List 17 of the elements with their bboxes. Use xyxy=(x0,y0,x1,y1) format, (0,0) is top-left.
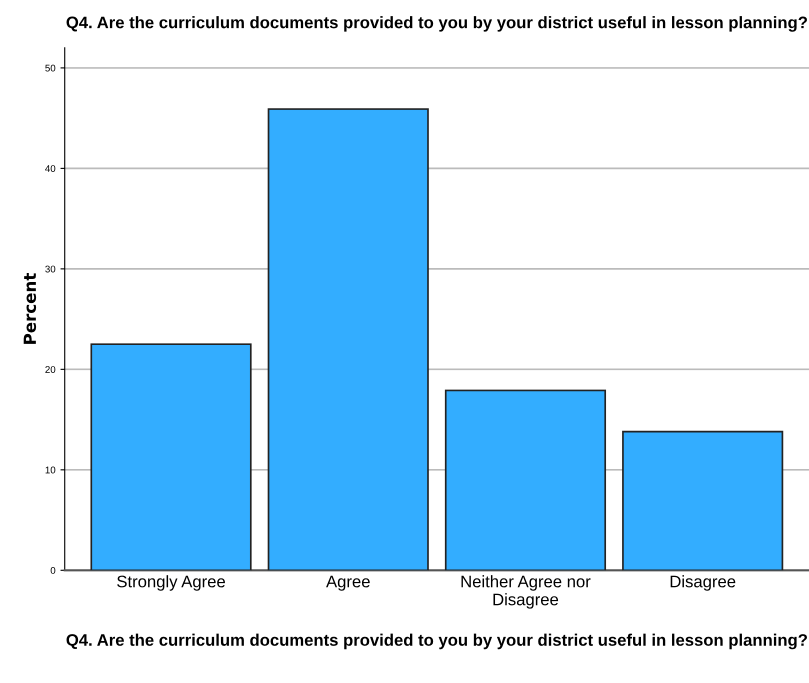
y-tick-label: 40 xyxy=(45,165,56,172)
bar xyxy=(90,343,252,570)
y-tick-label: 20 xyxy=(45,366,56,373)
y-tick-label: 0 xyxy=(50,567,56,574)
bar xyxy=(622,430,784,570)
x-tick-label: Strongly Agree xyxy=(117,575,225,591)
y-axis-title: Percent xyxy=(24,273,36,344)
y-tick-label: 10 xyxy=(46,466,56,474)
x-tick-label: Neither Agree nor Disagree xyxy=(462,575,591,609)
chart-title: Q4. Are the curriculum documents provided to you by your district useful in lesson planning? xyxy=(66,16,807,32)
x-tick-label: Disagree xyxy=(670,575,736,591)
bar xyxy=(444,390,606,570)
y-tick-label: 50 xyxy=(45,64,56,72)
bar xyxy=(268,108,429,570)
x-axis-title: Q4. Are the curriculum documents provided to you by your district useful in lesson planning? xyxy=(66,634,807,650)
y-tick-label: 30 xyxy=(45,266,56,272)
x-tick-label: Agree xyxy=(326,576,370,591)
